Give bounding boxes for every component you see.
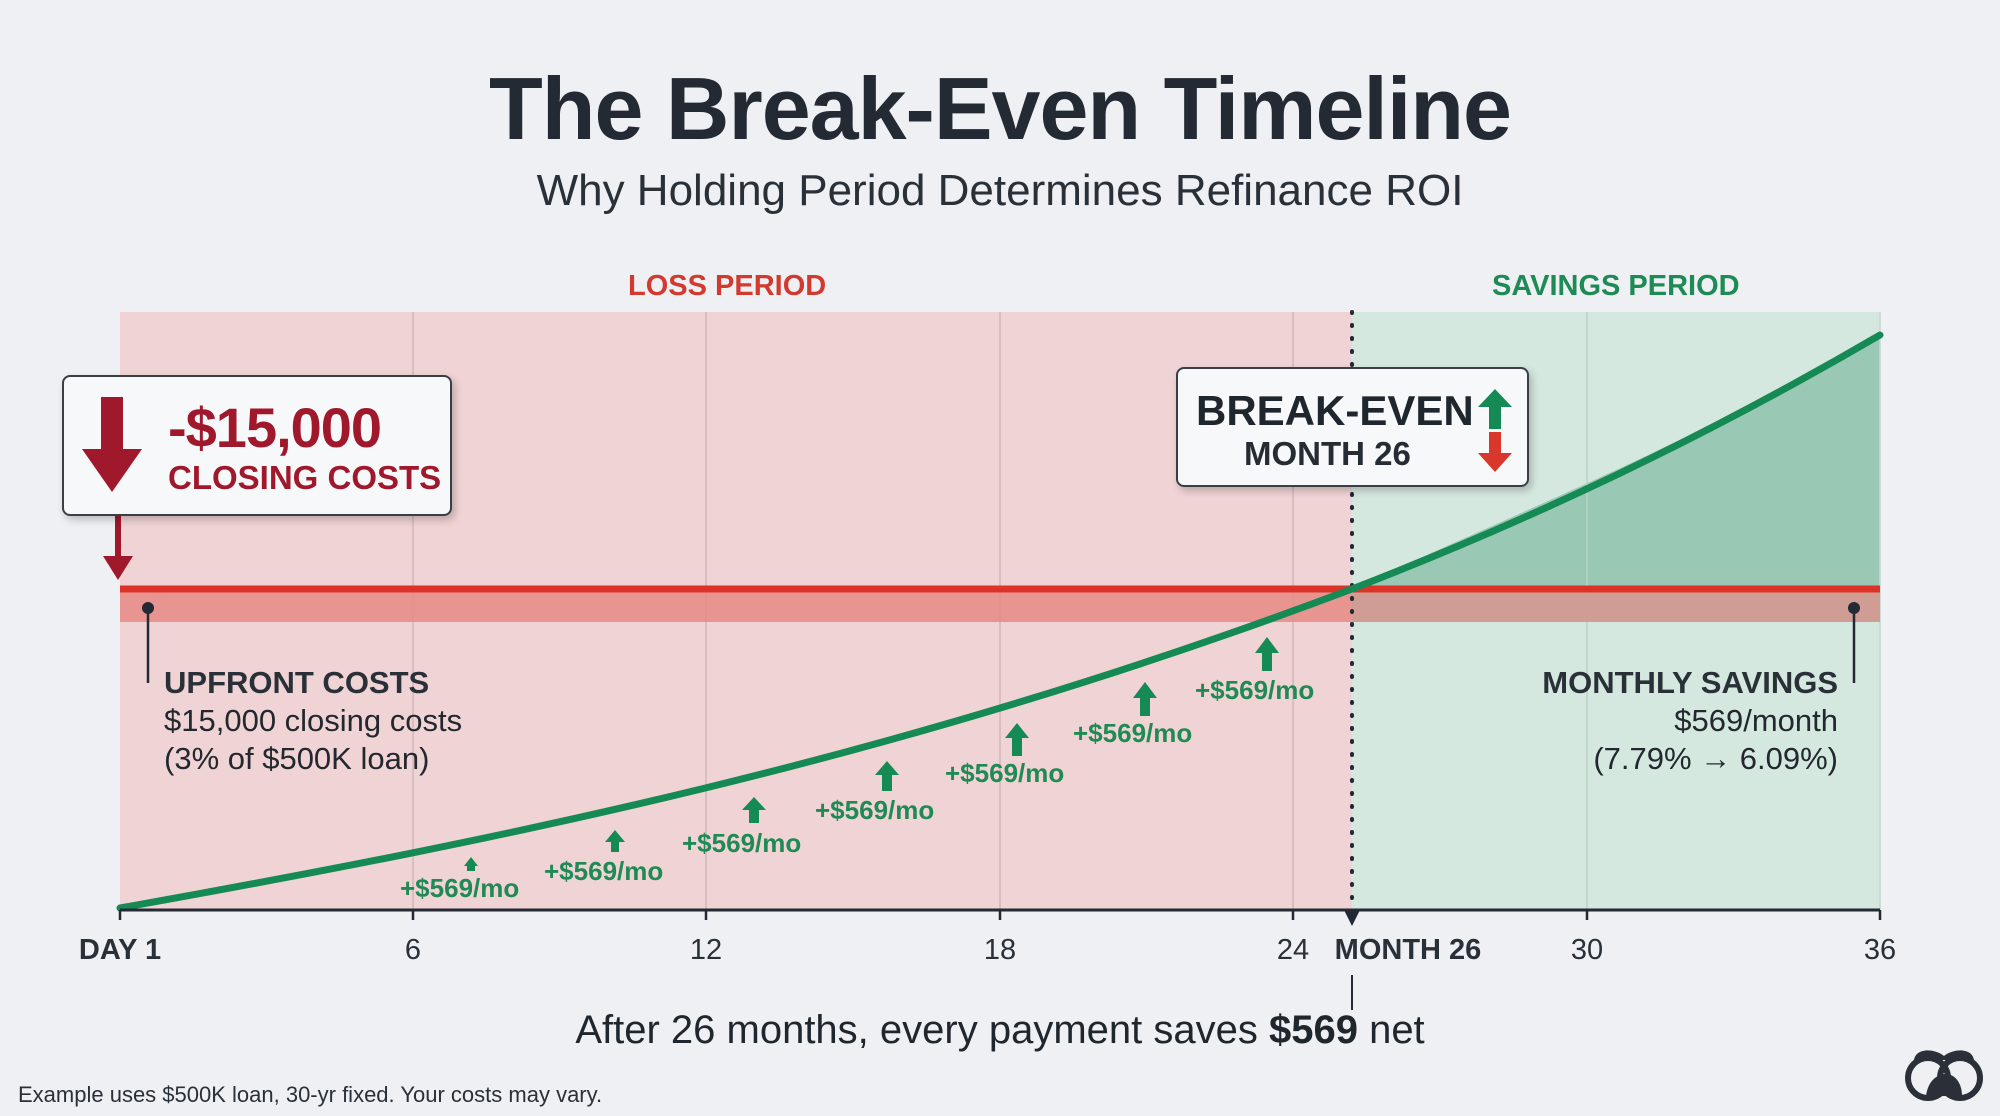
- savings-area-fill: [1352, 335, 1880, 589]
- x-tick-label: 24: [1276, 934, 1310, 966]
- increment-label: +$569/mo: [815, 795, 935, 825]
- savings-period-label: SAVINGS PERIOD: [1492, 270, 1740, 302]
- upfront-costs-heading: UPFRONT COSTS: [164, 665, 430, 700]
- chart-title: The Break-Even Timeline: [489, 59, 1512, 158]
- chart-subtitle: Why Holding Period Determines Refinance …: [536, 166, 1464, 215]
- monthly-savings-note: MONTHLY SAVINGS $569/month (7.79% → 6.09…: [1542, 664, 1838, 778]
- upfront-pin: [142, 602, 154, 683]
- down-arrow-icon: [82, 397, 142, 492]
- upfront-costs-line1: $15,000 closing costs: [164, 703, 463, 738]
- break-even-title: BREAK-EVEN: [1196, 387, 1474, 434]
- upfront-costs-line2: (3% of $500K loan): [164, 741, 430, 776]
- cost-band: [120, 592, 1352, 622]
- down-arrow-icon: [1478, 432, 1512, 472]
- summary-amount: $569: [1268, 1008, 1358, 1052]
- monthly-savings-heading: MONTHLY SAVINGS: [1542, 665, 1838, 700]
- closing-cost-callout: -$15,000 CLOSING COSTS: [62, 375, 452, 516]
- break-even-marker: [1344, 910, 1360, 926]
- monthly-savings-line2: (7.79% → 6.09%): [1593, 741, 1838, 776]
- savings-pin: [1848, 602, 1860, 683]
- footnote: Example uses $500K loan, 30-yr fixed. Yo…: [18, 1082, 603, 1107]
- x-tick-label: DAY 1: [78, 934, 162, 966]
- monthly-savings-line1: $569/month: [1674, 703, 1838, 738]
- increment-label: +$569/mo: [544, 856, 664, 886]
- loss-period-label: LOSS PERIOD: [628, 270, 827, 302]
- summary-statement: After 26 months, every payment saves $56…: [0, 1008, 2000, 1053]
- up-arrow-icon: [1478, 389, 1512, 429]
- increment-arrows: [464, 637, 1279, 871]
- brand-logo-icon: [1905, 1050, 1983, 1101]
- increment-label: +$569/mo: [1073, 718, 1193, 748]
- closing-cost-label: CLOSING COSTS: [168, 459, 442, 496]
- increment-label: +$569/mo: [1195, 675, 1315, 705]
- increment-label: +$569/mo: [682, 828, 802, 858]
- cost-band-savings: [1352, 592, 1880, 622]
- increment-label: +$569/mo: [400, 873, 520, 903]
- x-tick-label: 6: [404, 934, 422, 966]
- x-tick-label-break-even: MONTH 26: [1334, 934, 1482, 966]
- x-tick-label: 18: [983, 934, 1017, 966]
- x-axis-ticks: [118, 910, 1882, 920]
- x-tick-label: 30: [1570, 934, 1604, 966]
- increment-label: +$569/mo: [945, 758, 1065, 788]
- summary-prefix: After 26 months, every payment saves: [575, 1008, 1269, 1052]
- x-tick-label: 36: [1863, 934, 1897, 966]
- upfront-costs-note: UPFRONT COSTS $15,000 closing costs (3% …: [164, 664, 462, 778]
- summary-suffix: net: [1357, 1008, 1425, 1052]
- savings-curve: [116, 331, 1884, 912]
- x-tick-label: 12: [689, 934, 723, 966]
- closing-cost-arrow: [103, 516, 133, 580]
- break-even-callout: BREAK-EVEN MONTH 26: [1176, 367, 1529, 487]
- closing-cost-amount: -$15,000: [168, 396, 382, 459]
- break-even-month: MONTH 26: [1244, 435, 1411, 472]
